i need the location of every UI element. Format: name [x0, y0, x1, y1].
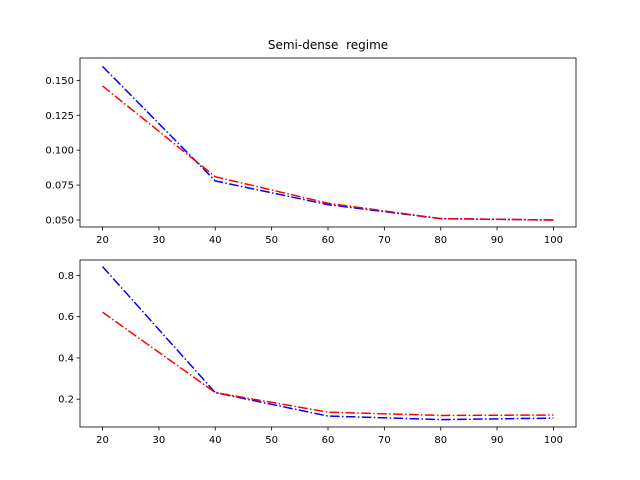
y-tick-label: 0.100 [45, 146, 74, 157]
y-tick-label: 0.075 [45, 181, 74, 192]
chart-top: 20 30 40 50 60 70 80 90 100 0.050 0.075 0.100 0.125 0… [45, 38, 577, 246]
x-tick-label: 30 [153, 435, 166, 446]
series-line-2 [102, 85, 554, 221]
x-tick-label: 20 [96, 235, 109, 246]
x-tick-label: 40 [209, 235, 222, 246]
x-tick-label: 90 [491, 435, 504, 446]
series-line-1 [101, 266, 554, 421]
x-tick-label: 80 [434, 435, 447, 446]
x-tick-label: 100 [544, 235, 563, 246]
x-tick-label: 40 [209, 435, 222, 446]
x-tick-label: 50 [265, 435, 278, 446]
x-tick-label: 20 [96, 435, 109, 446]
x-tick-label: 30 [153, 235, 166, 246]
x-tick-label: 70 [378, 235, 391, 246]
y-tick-label: 0.2 [58, 395, 74, 406]
x-tick-label: 100 [544, 435, 563, 446]
x-tick-label: 70 [378, 435, 391, 446]
x-tick-label: 90 [491, 235, 504, 246]
x-tick-label: 60 [322, 235, 335, 246]
y-tick-label: 0.150 [45, 76, 74, 87]
series-line-1 [102, 65, 554, 221]
y-tick-label: 0.8 [58, 271, 74, 282]
y-tick-label: 0.6 [58, 312, 74, 323]
series-line-2 [102, 311, 554, 417]
x-tick-label: 60 [322, 435, 335, 446]
y-tick-label: 0.050 [45, 216, 74, 227]
x-tick-label: 50 [265, 235, 278, 246]
chart-bottom: 20 30 40 50 60 70 80 90 100 0.2 0.4 0.6 0.8 [58, 259, 577, 446]
y-tick-label: 0.125 [45, 111, 74, 122]
x-tick-label: 80 [434, 235, 447, 246]
y-tick-label: 0.4 [58, 353, 74, 364]
chart-title: Semi-dense regime [268, 38, 388, 52]
